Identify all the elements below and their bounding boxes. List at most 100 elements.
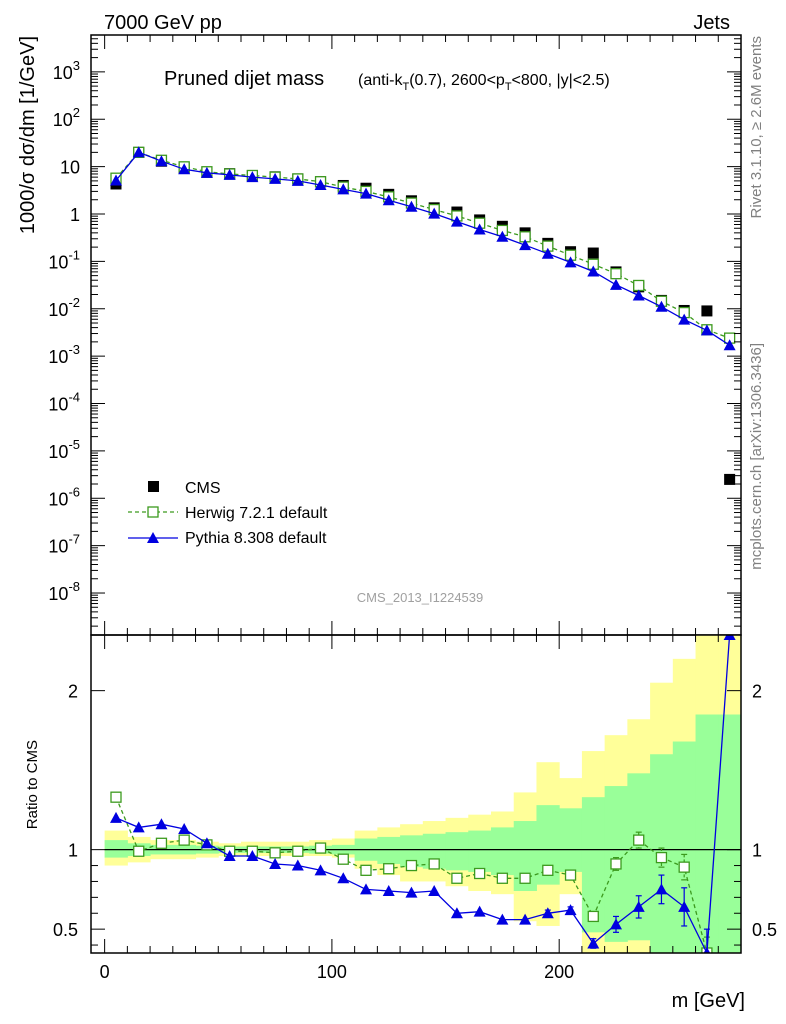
herwig-ratio-point (610, 858, 622, 870)
ratio-y-tick-label: 0.5 (53, 920, 78, 940)
legend-label-cms: CMS (185, 480, 221, 497)
pythia-point (132, 146, 145, 158)
ratio-y-tick-label-right: 2 (752, 682, 762, 702)
main-title-detail: (anti-kT(0.7), 2600<pT<800, |y|<2.5) (358, 72, 610, 93)
legend-marker-herwig (147, 506, 159, 518)
main-ticks: 10-8 10-7 10-6 10-5 10-4 10-3 10-2 10-1 1 10 102 10… (48, 34, 742, 635)
pythia-point (291, 174, 304, 186)
herwig-ratio-point (473, 867, 486, 880)
pythia-ratio-point (110, 811, 122, 823)
y-tick-label: 10-3 (48, 342, 80, 367)
ratio-y-tick-label-right: 1 (752, 841, 762, 861)
pythia-ratio-point (132, 821, 145, 833)
mcplots-label: mcplots.cern.ch [arXiv:1306.3436] (748, 343, 765, 570)
pythia-point (473, 223, 486, 235)
pythia-point (337, 183, 350, 195)
ratio-y-tick-label: 2 (68, 682, 78, 702)
pythia-point (314, 178, 327, 190)
band-inner (491, 827, 515, 876)
pythia-ratio-point (155, 818, 168, 830)
pythia-point (700, 324, 713, 336)
y-tick-label: 10-2 (48, 295, 80, 320)
ratio-ticks: 0 100 200 0.5 0.5 1 1 2 2 (53, 635, 777, 982)
pythia-ratio-point (703, 947, 711, 953)
legend-label-pythia: Pythia 8.308 default (185, 530, 327, 547)
pythia-ratio-point (496, 913, 509, 925)
y-tick-label: 10-4 (48, 390, 80, 415)
pythia-ratio-point (269, 857, 282, 869)
herwig-ratio-point (292, 845, 304, 857)
y-tick-label: 103 (53, 58, 80, 83)
pythia-ratio-point (178, 822, 191, 834)
ratio-y-label: Ratio to CMS (24, 740, 41, 829)
pythia-point (428, 207, 441, 219)
band-inner (377, 836, 401, 864)
ratio-y-tick-label: 1 (68, 841, 78, 861)
pythia-ratio-point (541, 907, 554, 919)
pythia-ratio-point (564, 904, 577, 916)
pythia-ratio-point (360, 883, 372, 895)
pythia-point (678, 313, 691, 325)
pythia-ratio-point (428, 884, 441, 896)
herwig-point (610, 268, 622, 280)
y-tick-label: 10-7 (48, 532, 80, 557)
band-inner (695, 714, 719, 953)
herwig-ratio-point (314, 842, 327, 854)
ratio-plot-area (104, 635, 741, 953)
header-right: Jets (693, 12, 730, 34)
herwig-ratio-point (405, 859, 418, 872)
pythia-point (450, 215, 463, 227)
pythia-ratio-point (723, 635, 736, 640)
series-line-2 (115, 151, 730, 346)
herwig-ratio-point (496, 872, 509, 884)
pythia-ratio-point (587, 937, 600, 949)
y-tick-label: 10 (60, 158, 80, 178)
y-tick-label: 10-8 (48, 579, 80, 604)
pythia-point (223, 168, 236, 180)
pythia-point (200, 166, 213, 178)
band-inner (627, 773, 651, 941)
pythia-point (110, 174, 122, 186)
pythia-point (564, 256, 577, 268)
y-tick-label: 10-5 (48, 437, 80, 462)
x-tick-label: 200 (544, 962, 574, 982)
ratio-line-1 (115, 635, 731, 953)
pythia-ratio-point (246, 850, 259, 862)
pythia-ratio-point (200, 837, 213, 849)
herwig-ratio-point (587, 910, 599, 923)
pythia-point (496, 230, 509, 242)
main-panel: 10-8 10-7 10-6 10-5 10-4 10-3 10-2 10-1 1 10 102 10… (17, 34, 742, 636)
pythia-ratio-point (382, 884, 395, 896)
pythia-point (382, 194, 395, 206)
herwig-ratio-point (178, 834, 190, 846)
pythia-ratio-point (405, 886, 418, 898)
pythia-ratio-point (291, 859, 304, 871)
watermark: CMS_2013_I1224539 (357, 590, 484, 605)
pythia-point (655, 300, 668, 312)
herwig-ratio-point (383, 863, 395, 875)
header-left: 7000 GeV pp (104, 12, 222, 34)
band-inner (445, 832, 469, 871)
legend-label-herwig: Herwig 7.2.1 default (185, 505, 328, 522)
y-tick-label: 10-1 (48, 247, 80, 272)
band-inner (718, 714, 741, 953)
x-axis-label: m [GeV] (672, 990, 745, 1012)
herwig-ratio-point (337, 853, 349, 865)
legend: CMS Herwig 7.2.1 default Pythia 8.308 de… (128, 480, 328, 547)
band-inner (581, 797, 606, 933)
legend-marker-cms (148, 481, 159, 492)
ratio-frame (90, 634, 742, 954)
band-inner (672, 741, 697, 953)
herwig-ratio-point (519, 872, 531, 884)
pythia-ratio-point (450, 907, 463, 919)
legend-marker-pythia (147, 532, 159, 543)
pythia-ratio-point (337, 872, 350, 884)
main-plot-area (110, 146, 736, 485)
band-inner (104, 840, 128, 858)
y-tick-label: 10-6 (48, 484, 80, 509)
pythia-point (723, 339, 736, 351)
pythia-point (541, 247, 554, 259)
x-tick-label: 0 (100, 962, 110, 982)
pythia-ratio-point (655, 883, 668, 895)
pythia-point (155, 155, 168, 167)
